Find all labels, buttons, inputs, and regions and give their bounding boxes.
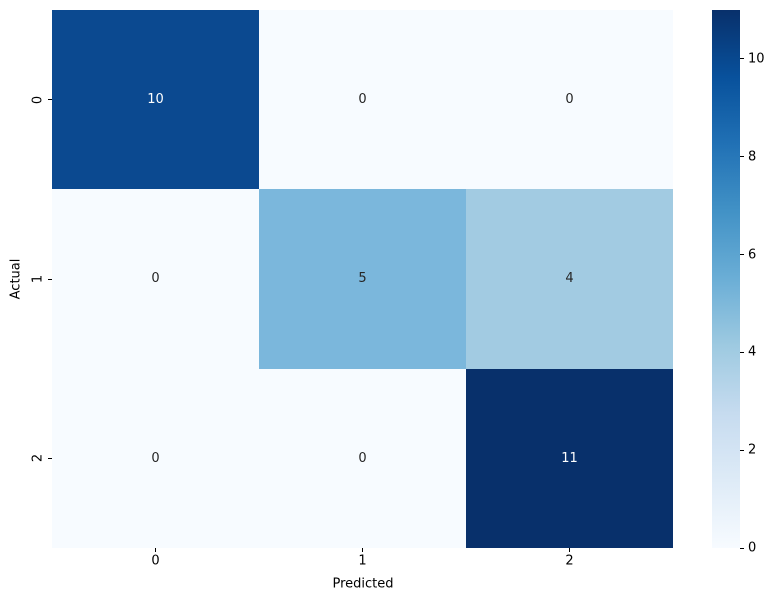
colorbar [712,10,740,548]
heatmap-cell: 4 [466,189,673,369]
y-axis-label: Actual [8,258,24,300]
colorbar-tick-label: 2 [748,442,757,458]
y-tick-mark [48,278,52,280]
heatmap-cell: 0 [259,10,466,190]
colorbar-tick-mark [740,547,744,549]
y-tick-label: 0 [30,95,46,104]
heatmap-cell: 5 [259,189,466,369]
x-axis-label: Predicted [332,576,394,592]
colorbar-tick-label: 10 [748,51,765,67]
cell-value: 0 [151,271,160,287]
colorbar-tick-mark [740,58,744,60]
heatmap-cell: 11 [466,368,673,548]
y-tick-mark [48,99,52,101]
y-tick-label: 1 [30,274,46,284]
x-tick-mark [569,548,570,552]
heatmap-cell: 0 [52,189,259,369]
colorbar-tick-label: 8 [748,149,757,165]
x-tick-mark [362,548,363,552]
cell-value: 0 [358,450,367,466]
x-tick-mark [155,548,156,552]
heatmap-grid: 10 0 0 0 5 4 0 0 11 [52,10,673,548]
colorbar-tick-label: 4 [748,344,757,360]
x-tick-label: 2 [565,553,574,569]
colorbar-tick-label: 0 [748,540,757,556]
y-tick-label: 2 [30,454,46,463]
x-tick-label: 0 [151,553,160,569]
cell-value: 0 [565,92,574,108]
cell-value: 5 [358,271,367,287]
cell-value: 0 [151,450,160,466]
colorbar-tick-label: 6 [748,247,757,263]
colorbar-tick-mark [740,156,744,158]
heatmap-cell: 10 [52,10,259,190]
cell-value: 11 [561,450,578,466]
cell-value: 4 [565,271,574,287]
heatmap-cell: 0 [466,10,673,190]
colorbar-tick-mark [740,449,744,451]
cell-value: 10 [147,92,164,108]
y-tick-mark [48,457,52,459]
colorbar-tick-mark [740,254,744,256]
cell-value: 0 [358,92,367,108]
colorbar-tick-mark [740,351,744,353]
x-tick-label: 1 [358,553,367,569]
heatmap-cell: 0 [52,368,259,548]
heatmap-cell: 0 [259,368,466,548]
